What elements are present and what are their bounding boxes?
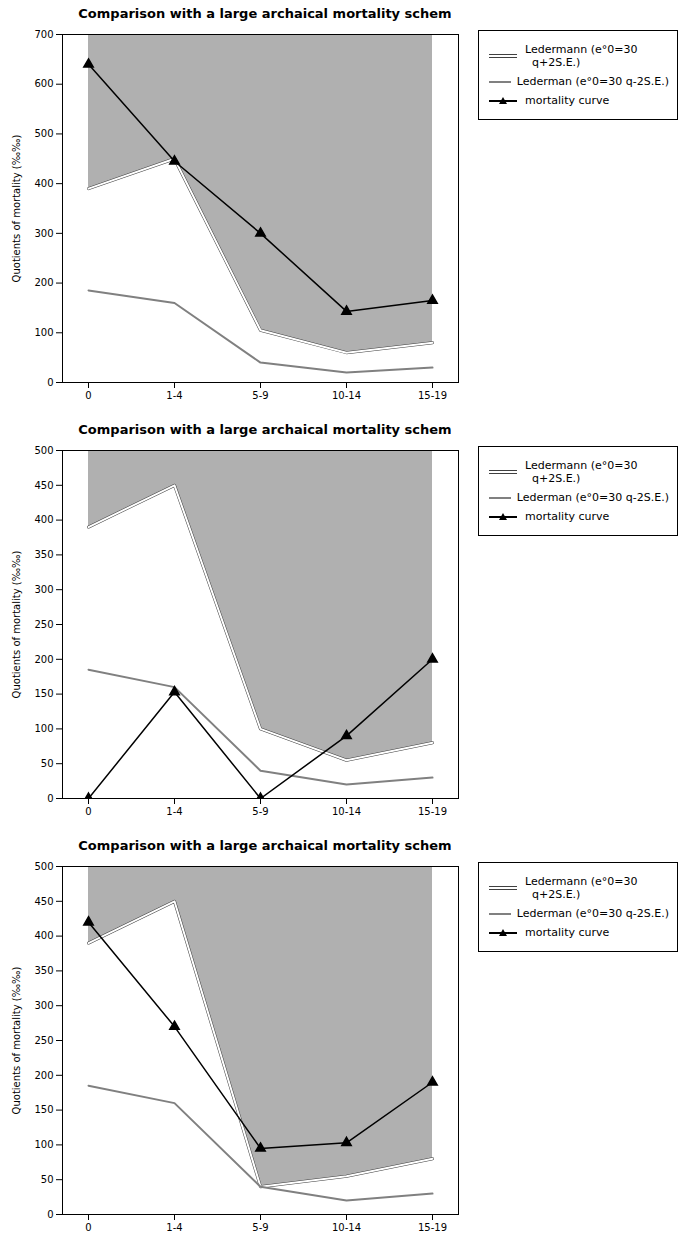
svg-text:100: 100 (34, 723, 53, 734)
html-text:Lederman (e°0=30 q-2S.E.): Lederman (e°0=30 q-2S.E.) (516, 907, 669, 920)
html-text:mortality curve: mortality curve (525, 510, 610, 523)
svg-text:400: 400 (34, 178, 53, 189)
svg-text:150: 150 (34, 688, 53, 699)
svg-text:0: 0 (85, 390, 91, 401)
svg-text:250: 250 (34, 1035, 53, 1046)
svg-text:200: 200 (34, 1070, 53, 1081)
svg-text:Quotients of mortality (‰‰): Quotients of mortality (‰‰) (11, 550, 22, 698)
svg-text:1-4: 1-4 (166, 806, 182, 817)
svg-text:50: 50 (41, 1174, 54, 1185)
svg-text:15-19: 15-19 (418, 390, 447, 401)
svg-text:10-14: 10-14 (332, 390, 361, 401)
svg-text:200: 200 (34, 654, 53, 665)
svg-text:450: 450 (34, 480, 53, 491)
svg-text:Quotients of mortality (‰‰): Quotients of mortality (‰‰) (11, 134, 22, 282)
svg-text:1-4: 1-4 (166, 390, 182, 401)
svg-text:350: 350 (34, 965, 53, 976)
svg-text:1-4: 1-4 (166, 1222, 182, 1233)
svg-text:5-9: 5-9 (252, 390, 268, 401)
svg-text:50: 50 (41, 758, 54, 769)
svg-text:5-9: 5-9 (252, 1222, 268, 1233)
html-text:Ledermann (e°0=30 q+2S.E.): Ledermann (e°0=30 q+2S.E.) (525, 43, 638, 69)
svg-text:100: 100 (34, 1139, 53, 1150)
svg-text:500: 500 (34, 445, 53, 456)
svg-text:15-19: 15-19 (418, 806, 447, 817)
svg-text:250: 250 (34, 619, 53, 630)
svg-text:350: 350 (34, 549, 53, 560)
svg-text:700: 700 (34, 29, 53, 40)
svg-text:100: 100 (34, 327, 53, 338)
svg-text:400: 400 (34, 514, 53, 525)
html-text:Comparison with a large archai: Comparison with a large archaical mortal… (78, 422, 452, 437)
svg-text:500: 500 (34, 128, 53, 139)
svg-text:0: 0 (47, 377, 53, 388)
html-text:Ledermann (e°0=30 q+2S.E.): Ledermann (e°0=30 q+2S.E.) (525, 875, 638, 901)
html-text:Lederman (e°0=30 q-2S.E.): Lederman (e°0=30 q-2S.E.) (516, 75, 669, 88)
svg-text:Quotients of mortality (‰‰): Quotients of mortality (‰‰) (11, 966, 22, 1114)
html-text:Lederman (e°0=30 q-2S.E.): Lederman (e°0=30 q-2S.E.) (516, 491, 669, 504)
html-text:Comparison with a large archai: Comparison with a large archaical mortal… (78, 6, 452, 21)
svg-text:5-9: 5-9 (252, 806, 268, 817)
svg-text:10-14: 10-14 (332, 1222, 361, 1233)
svg-text:300: 300 (34, 228, 53, 239)
svg-text:0: 0 (47, 1209, 53, 1220)
html-text:mortality curve: mortality curve (525, 926, 610, 939)
svg-text:10-14: 10-14 (332, 806, 361, 817)
svg-text:150: 150 (34, 1104, 53, 1115)
svg-text:500: 500 (34, 861, 53, 872)
svg-text:450: 450 (34, 896, 53, 907)
svg-text:300: 300 (34, 1000, 53, 1011)
svg-text:0: 0 (85, 806, 91, 817)
html-text:Comparison with a large archai: Comparison with a large archaical mortal… (78, 838, 452, 853)
svg-text:0: 0 (85, 1222, 91, 1233)
html-text:Ledermann (e°0=30 q+2S.E.): Ledermann (e°0=30 q+2S.E.) (525, 459, 638, 485)
html-text:mortality curve: mortality curve (525, 94, 610, 107)
svg-text:600: 600 (34, 78, 53, 89)
svg-text:400: 400 (34, 930, 53, 941)
svg-text:15-19: 15-19 (418, 1222, 447, 1233)
svg-text:0: 0 (47, 793, 53, 804)
svg-text:300: 300 (34, 584, 53, 595)
svg-text:200: 200 (34, 277, 53, 288)
